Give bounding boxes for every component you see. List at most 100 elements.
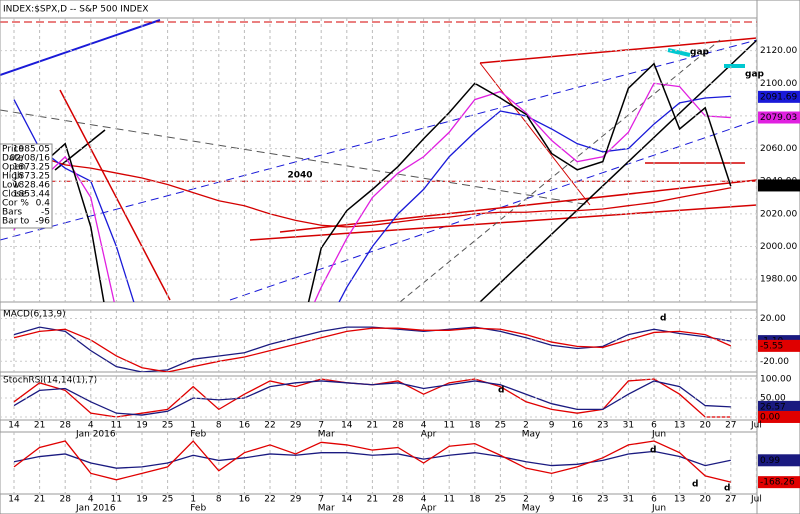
x-tick-label: 16 (571, 421, 583, 431)
x-tick-label: 20 (699, 495, 711, 505)
x-tick-label: 1 (190, 495, 196, 505)
value-marker-label: 26.57 (760, 402, 786, 412)
x-tick-label: 1 (190, 421, 196, 431)
month-label: Jun (651, 504, 666, 514)
x-tick-label: 9 (549, 495, 555, 505)
x-tick-label: 6 (651, 495, 657, 505)
x-tick-label: 16 (571, 495, 583, 505)
x-tick-label: 19 (136, 495, 148, 505)
month-label: May (522, 430, 541, 440)
month-label: Mar (318, 504, 335, 514)
x-tick-label: 21 (34, 421, 45, 431)
month-label: Feb (190, 430, 206, 440)
month-label: Jun (651, 430, 666, 440)
x-tick-label: 4 (88, 495, 94, 505)
level-label: 2040 (287, 171, 312, 181)
value-marker-label: 2037.41 (760, 181, 797, 191)
chart-title: INDEX:$SPX,D -- S&P 500 INDEX (3, 5, 148, 15)
info-value: 1873.25 (13, 163, 50, 173)
x-tick-label: 14 (8, 495, 20, 505)
series-line (13, 326, 731, 372)
x-tick-label: 9 (549, 421, 555, 431)
x-tick-label: 31 (623, 495, 634, 505)
x-tick-label: 4 (88, 421, 94, 431)
x-tick-label: 4 (421, 495, 427, 505)
info-value: 1828.46 (13, 181, 50, 191)
x-tick-label: 28 (392, 421, 404, 431)
info-box (0, 143, 53, 229)
series-line (13, 440, 731, 483)
x-tick-label: 25 (162, 495, 173, 505)
info-value: 0.4 (36, 199, 51, 209)
x-tick-label: 4 (421, 421, 427, 431)
info-key: Close (2, 190, 27, 200)
panel (13, 440, 731, 483)
info-key: High (2, 172, 23, 182)
annotation: gap (745, 70, 765, 80)
annotation: d (650, 446, 656, 456)
value-marker-label: 0.00 (760, 412, 780, 422)
x-tick-label: 31 (623, 421, 634, 431)
y-tick-label: 2060.00 (760, 144, 797, 154)
value-marker (758, 454, 800, 467)
series-line (13, 95, 731, 302)
annotation: d (692, 480, 698, 490)
x-tick-label: 18 (469, 421, 481, 431)
info-value: -96 (35, 217, 50, 227)
info-value: -5 (41, 208, 50, 218)
month-label: May (522, 504, 541, 514)
x-tick-label: 28 (59, 495, 71, 505)
y-tick-label: 2100.00 (760, 79, 797, 89)
annotation: d (498, 386, 504, 396)
month-label: Apr (421, 430, 437, 440)
x-tick-label: 23 (597, 495, 608, 505)
x-tick-label: 16 (239, 421, 251, 431)
series-line (13, 380, 731, 416)
series-line (13, 327, 732, 372)
annotation: d (660, 314, 666, 324)
x-tick-label: 6 (651, 421, 657, 431)
y-tick-label: 20.00 (760, 314, 786, 324)
y-tick-label: 50.00 (760, 394, 786, 404)
x-tick-label: 11 (443, 421, 454, 431)
annotation: d (724, 484, 730, 494)
value-marker (758, 90, 800, 103)
x-tick-label: 11 (111, 421, 122, 431)
x-tick-label: 13 (674, 495, 685, 505)
x-tick-label: 29 (290, 495, 302, 505)
x-tick-label: 8 (216, 421, 222, 431)
x-tick-label: 14 (341, 495, 353, 505)
x-tick-label: 16 (239, 495, 251, 505)
x-tick-label: 7 (318, 421, 324, 431)
x-tick-label: Jul (750, 421, 762, 431)
x-tick-label: 19 (136, 421, 148, 431)
x-tick-label: 25 (162, 421, 173, 431)
x-tick-label: 2 (523, 421, 529, 431)
info-key: Date (2, 154, 24, 164)
x-tick-label: 18 (469, 495, 481, 505)
x-tick-label: 11 (443, 495, 454, 505)
info-value: 1873.25 (13, 172, 50, 182)
y-tick-label: 2000.00 (760, 242, 797, 252)
panel (13, 378, 731, 418)
month-label: Apr (421, 504, 437, 514)
value-marker-label: -5.55 (760, 341, 783, 351)
x-tick-label: 25 (495, 421, 506, 431)
x-tick-label: 13 (674, 421, 685, 431)
x-tick-label: 20 (699, 421, 711, 431)
series-line (13, 62, 732, 302)
month-label: Jan 2016 (75, 430, 116, 440)
annotation: gap (690, 48, 710, 58)
x-tick-label: 25 (495, 495, 506, 505)
info-key: Price (2, 145, 24, 155)
x-tick-label: 22 (264, 495, 275, 505)
x-tick-label: 29 (290, 421, 302, 431)
y-tick-label: -20.00 (760, 357, 789, 367)
value-marker-label: -168.26 (760, 478, 795, 488)
value-marker (758, 179, 800, 192)
panel-title: MACD(6,13,9) (3, 310, 66, 320)
x-tick-label: 2 (523, 495, 529, 505)
series-line (13, 450, 731, 469)
